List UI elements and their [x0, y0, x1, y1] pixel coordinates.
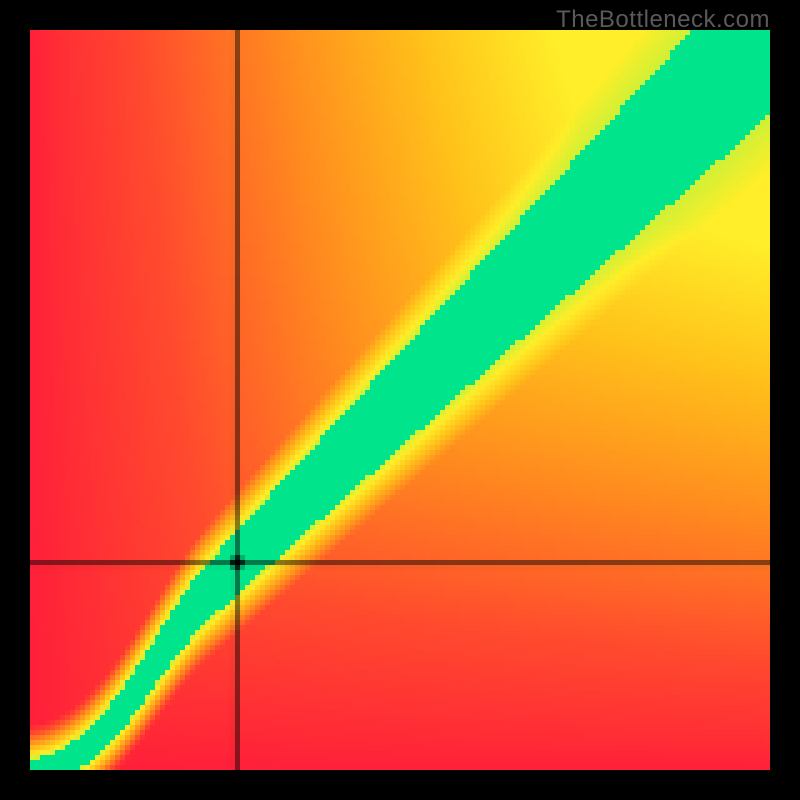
watermark-text: TheBottleneck.com [556, 6, 770, 34]
chart-frame: TheBottleneck.com [0, 0, 800, 800]
heatmap-canvas [30, 30, 770, 770]
heatmap-panel [30, 30, 770, 770]
